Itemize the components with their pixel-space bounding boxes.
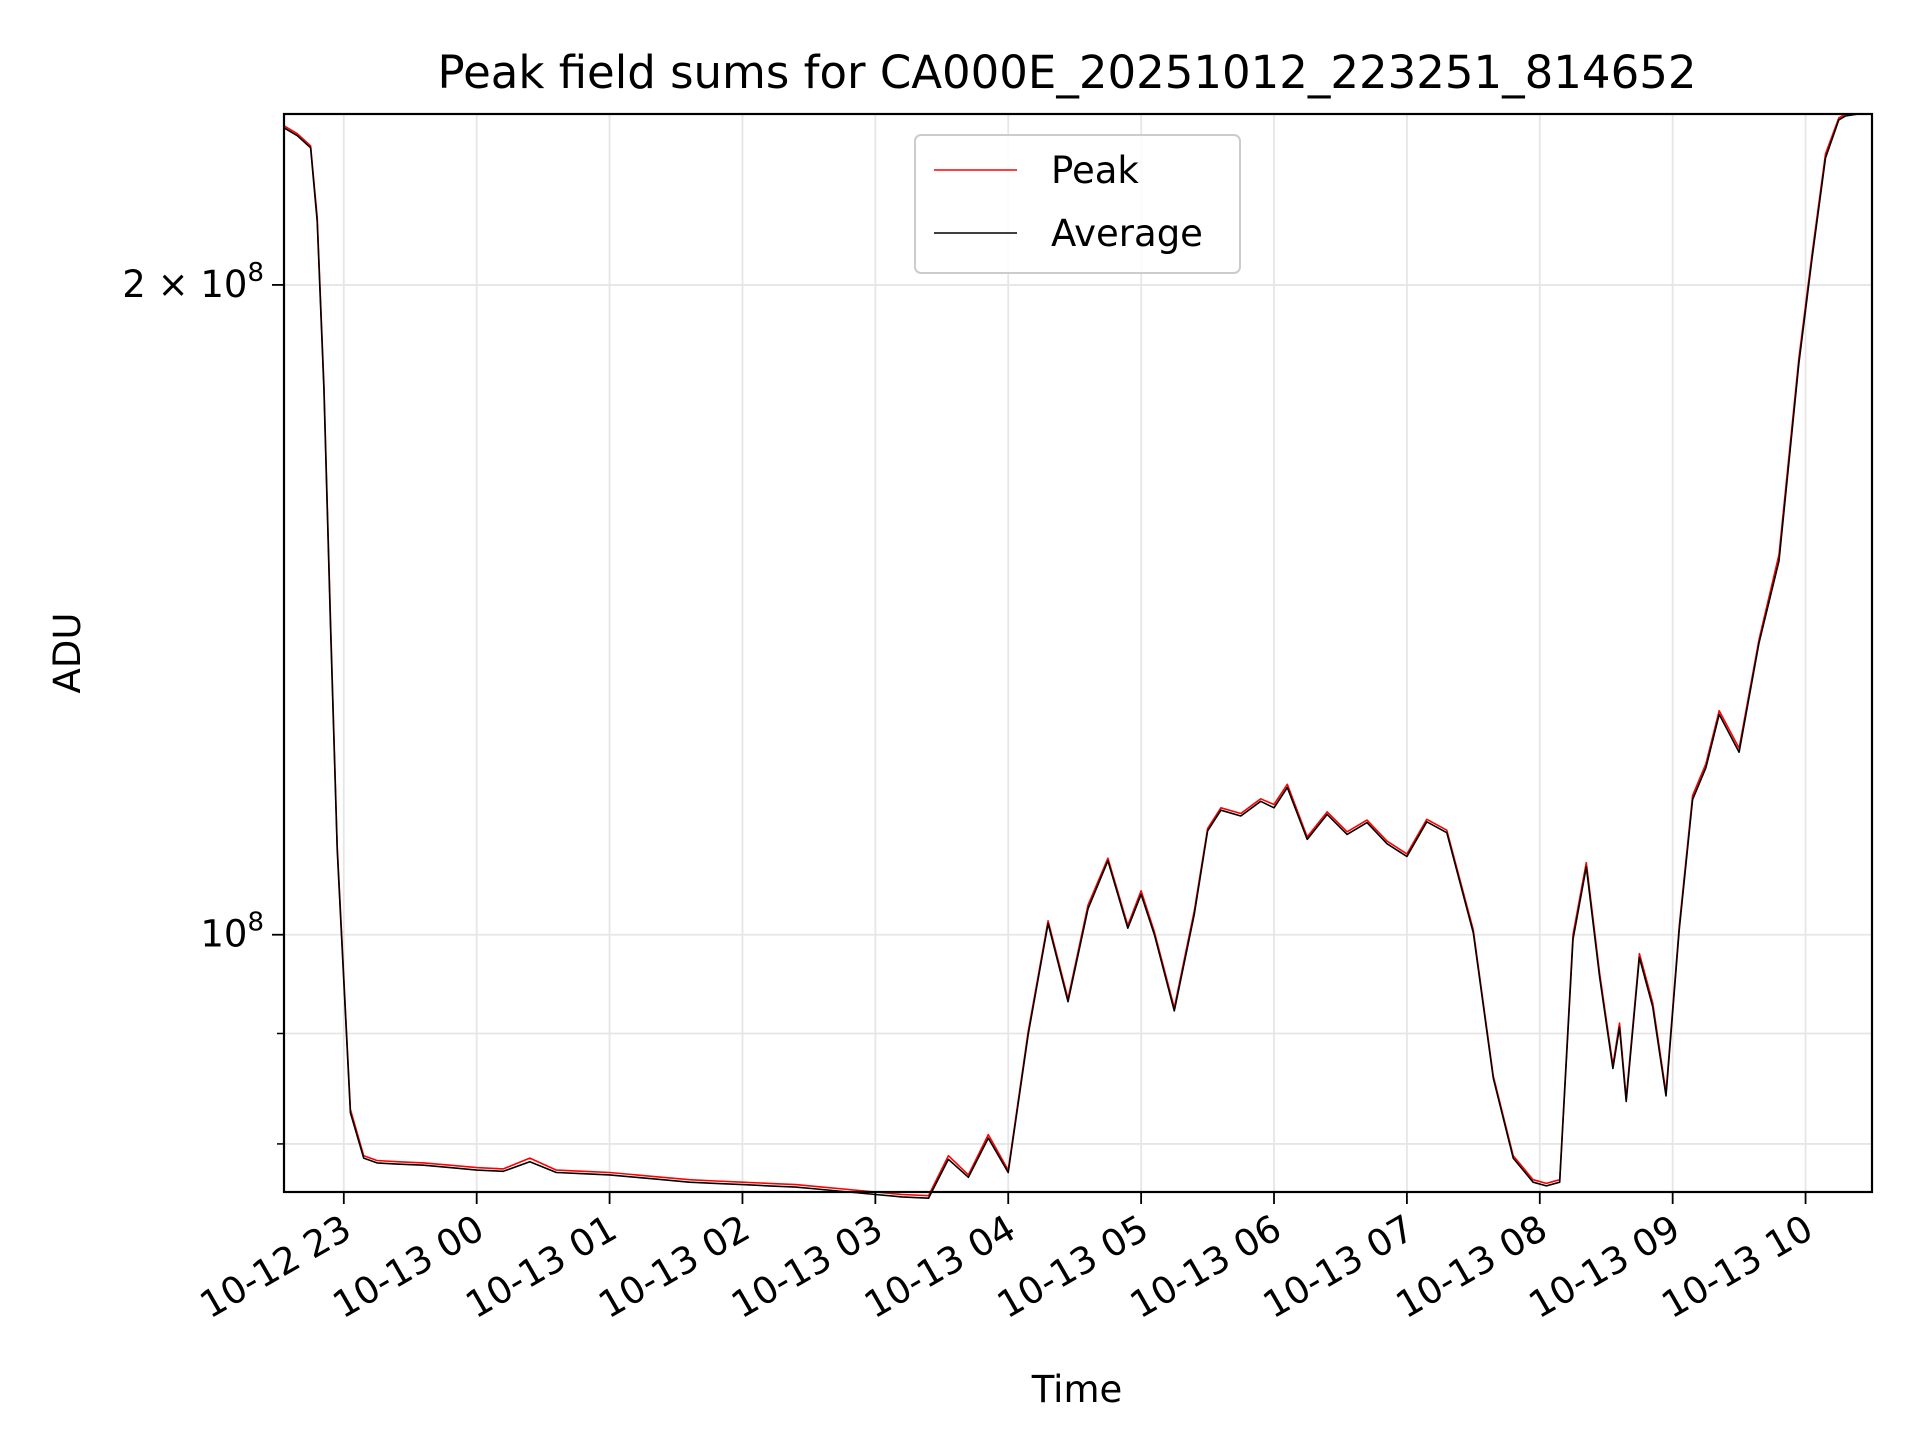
plot-frame — [282, 112, 1874, 1194]
legend-average-label: Average — [1051, 212, 1203, 255]
series-line-average — [283, 113, 1872, 1199]
chart-title: Peak field sums for CA000E_20251012_2232… — [438, 46, 1697, 99]
y-tick-label: 2 × 108 — [122, 258, 264, 306]
y-tick-label: 108 — [200, 908, 264, 956]
y-tick-labels: 108 2 × 108 — [122, 258, 264, 956]
legend: Peak Average — [914, 134, 1241, 274]
legend-peak-label: Peak — [1051, 149, 1139, 192]
series-lines — [283, 113, 1872, 1199]
x-axis-label: Time — [1031, 1368, 1123, 1411]
y-axis-label: ADU — [46, 613, 89, 694]
